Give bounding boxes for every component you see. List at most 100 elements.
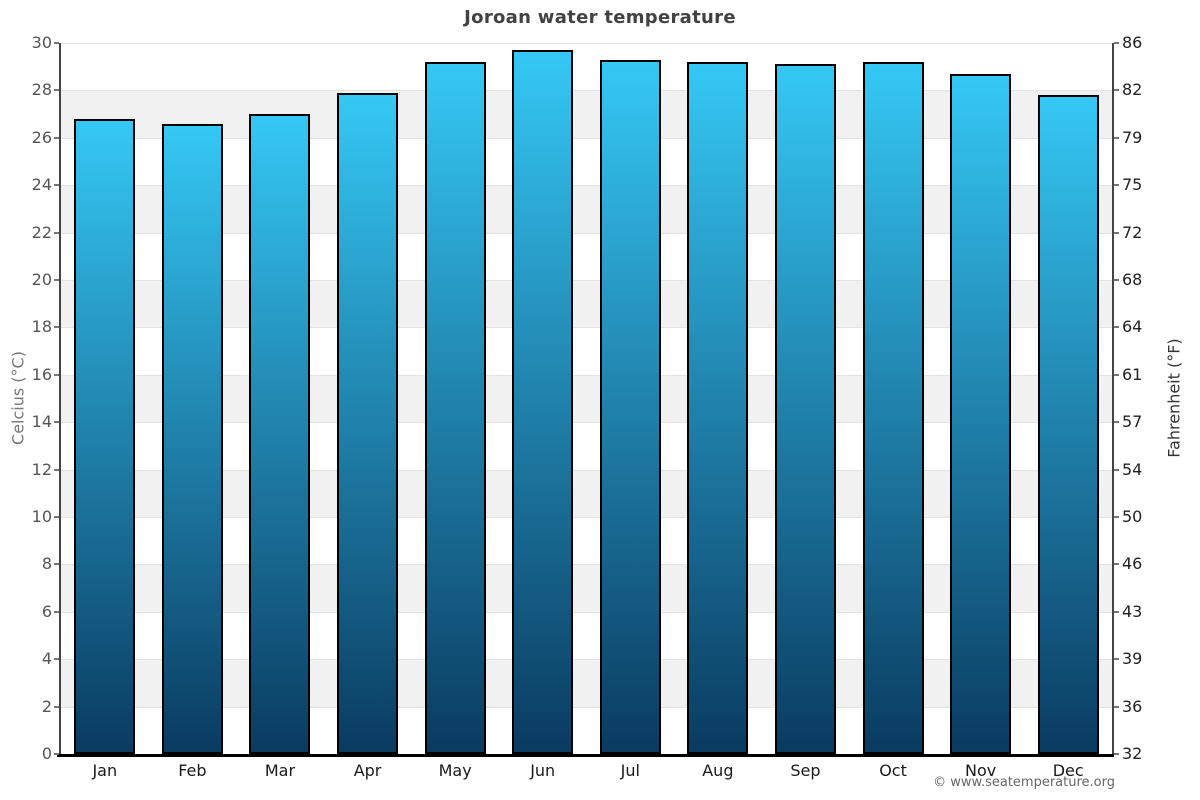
y-axis-left-tick xyxy=(54,89,59,92)
y-axis-right-tick xyxy=(1114,658,1119,661)
gridline xyxy=(61,517,1112,518)
y-axis-left-tick xyxy=(54,136,59,139)
y-axis-left-tick xyxy=(54,184,59,187)
month-label-aug: Aug xyxy=(702,761,734,780)
plot-band xyxy=(61,90,1112,138)
bar-aug xyxy=(687,61,749,754)
celsius-tick-label: 30 xyxy=(31,33,52,52)
y-axis-left-line xyxy=(59,43,61,754)
y-axis-left-tick xyxy=(54,326,59,329)
month-label-feb: Feb xyxy=(178,761,207,780)
fahrenheit-tick-label: 57 xyxy=(1122,412,1143,432)
fahrenheit-tick-label: 32 xyxy=(1122,744,1143,763)
month-label-dec: Dec xyxy=(1052,761,1084,780)
fahrenheit-tick-label: 36 xyxy=(1122,696,1143,716)
y-axis-left-tick xyxy=(54,279,59,281)
fahrenheit-tick-label: 39 xyxy=(1122,649,1143,669)
fahrenheit-tick-label: 54 xyxy=(1122,459,1143,479)
month-label-jan: Jan xyxy=(92,761,118,780)
y-axis-right-tick xyxy=(1114,516,1119,518)
bar-dec xyxy=(1037,95,1099,754)
gridline xyxy=(61,706,1112,708)
fahrenheit-tick-label: 43 xyxy=(1122,601,1143,621)
gridline xyxy=(61,232,1112,234)
y-axis-left-tick xyxy=(54,42,59,44)
y-axis-right-tick xyxy=(1114,705,1119,708)
celsius-tick-label: 20 xyxy=(31,270,52,289)
y-axis-left-tick xyxy=(54,468,59,471)
y-axis-left-tick xyxy=(54,373,59,376)
fahrenheit-tick-label: 46 xyxy=(1122,554,1143,574)
plot-band xyxy=(61,659,1112,707)
month-label-jul: Jul xyxy=(620,761,640,780)
y-axis-right-tick xyxy=(1114,326,1119,329)
gridline xyxy=(61,137,1112,139)
footer-credit: © www.seatemperature.org xyxy=(933,775,1115,790)
bar-oct xyxy=(862,61,924,754)
y-axis-left-title: Celcius (°C) xyxy=(8,351,28,445)
plot-band xyxy=(61,185,1112,233)
y-axis-left-tick xyxy=(54,705,59,708)
y-axis-left-tick xyxy=(54,516,59,518)
fahrenheit-tick-label: 72 xyxy=(1122,222,1143,242)
y-axis-right-line xyxy=(1112,43,1114,754)
month-label-mar: Mar xyxy=(264,761,296,780)
celsius-tick-label: 28 xyxy=(31,80,52,100)
gridline xyxy=(61,90,1112,92)
bar-apr xyxy=(337,92,399,754)
y-axis-right-tick xyxy=(1114,421,1119,424)
x-axis-line xyxy=(57,754,1114,757)
y-axis-right-tick xyxy=(1114,753,1119,755)
celsius-tick-label: 24 xyxy=(31,175,52,195)
plot-band xyxy=(61,374,1112,423)
y-axis-left-tick xyxy=(54,231,59,234)
bar-jul xyxy=(599,59,661,754)
gridline xyxy=(61,280,1112,281)
y-axis-right-tick xyxy=(1114,279,1119,281)
celsius-tick-label: 16 xyxy=(31,364,52,384)
celsius-tick-label: 14 xyxy=(31,412,52,432)
y-axis-left-tick xyxy=(54,421,59,424)
y-axis-right-tick xyxy=(1114,373,1119,376)
y-axis-right-tick xyxy=(1114,42,1119,44)
gridline xyxy=(61,659,1112,661)
month-label-nov: Nov xyxy=(965,761,997,780)
celsius-tick-label: 8 xyxy=(41,554,52,574)
bar-mar xyxy=(249,114,311,754)
fahrenheit-tick-label: 61 xyxy=(1122,364,1143,384)
gridline xyxy=(61,374,1112,376)
celsius-tick-label: 0 xyxy=(41,744,52,763)
celsius-tick-label: 18 xyxy=(31,317,52,337)
gridline xyxy=(61,469,1112,471)
y-axis-left-tick xyxy=(54,563,59,566)
gridline xyxy=(61,564,1112,566)
bar-sep xyxy=(774,64,836,754)
gridline xyxy=(61,422,1112,424)
fahrenheit-tick-label: 86 xyxy=(1122,33,1143,52)
celsius-tick-label: 4 xyxy=(41,649,52,669)
bar-nov xyxy=(950,73,1012,754)
y-axis-right-tick xyxy=(1114,89,1119,92)
celsius-tick-label: 26 xyxy=(31,127,52,147)
fahrenheit-tick-label: 50 xyxy=(1122,507,1143,526)
gridline xyxy=(61,185,1112,187)
chart-title: Joroan water temperature xyxy=(464,7,736,28)
plot-band xyxy=(61,280,1112,328)
gridline xyxy=(61,611,1112,613)
y-axis-right-title: Fahrenheit (°F) xyxy=(1164,338,1184,458)
celsius-tick-label: 12 xyxy=(31,459,52,479)
celsius-tick-label: 22 xyxy=(31,222,52,242)
plot-area xyxy=(61,43,1112,754)
fahrenheit-tick-label: 75 xyxy=(1122,175,1143,195)
fahrenheit-tick-label: 82 xyxy=(1122,80,1143,100)
fahrenheit-tick-label: 79 xyxy=(1122,127,1143,147)
month-label-jun: Jun xyxy=(530,761,556,780)
bar-jan xyxy=(74,118,136,754)
gridline xyxy=(61,327,1112,329)
y-axis-left-tick xyxy=(54,753,59,755)
plot-band xyxy=(61,564,1112,612)
bar-feb xyxy=(161,123,223,754)
month-label-sep: Sep xyxy=(790,761,821,780)
y-axis-right-tick xyxy=(1114,468,1119,471)
